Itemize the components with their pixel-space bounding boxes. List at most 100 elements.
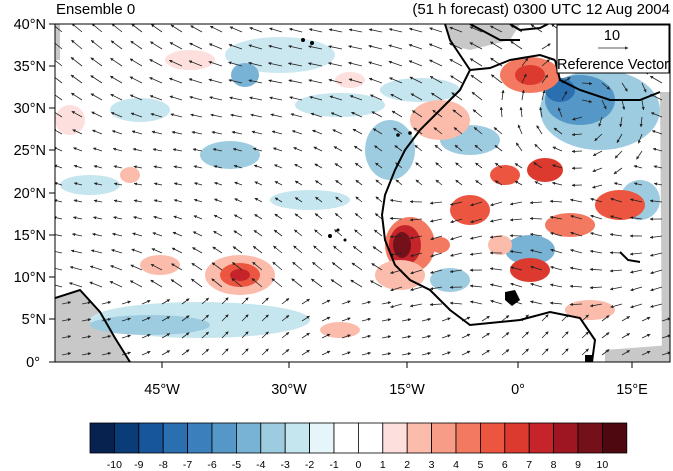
wind-vector: [113, 216, 123, 220]
wind-vector: [308, 45, 323, 50]
wind-vector: [129, 76, 143, 84]
wind-vector: [93, 199, 103, 203]
wind-vector: [72, 216, 83, 220]
wind-vector: [55, 128, 63, 135]
wind-vector: [212, 148, 223, 152]
wind-vector: [581, 81, 593, 86]
wind-vector: [341, 334, 351, 339]
coastlines: [55, 24, 661, 362]
wind-vector: [641, 82, 647, 93]
wind-vector: [113, 199, 123, 203]
wind-vector: [388, 60, 403, 67]
wind-vector: [410, 286, 423, 291]
wind-vector: [170, 279, 183, 288]
wind-vector: [449, 301, 463, 305]
wind-vector: [250, 113, 263, 118]
wind-vector: [171, 263, 183, 271]
wind-vector: [375, 179, 383, 186]
wind-vector: [374, 145, 383, 152]
wind-vector: [410, 93, 423, 101]
wind-vector: [290, 113, 303, 118]
wind-vector: [73, 182, 83, 186]
wind-vector: [248, 44, 263, 50]
wind-vector: [481, 315, 490, 322]
wind-vector: [470, 74, 483, 84]
wind-vector: [650, 269, 663, 275]
wind-vector: [141, 351, 151, 356]
lat-tick-label: 30°N: [14, 101, 46, 117]
wind-vector: [613, 182, 623, 186]
wind-vector: [129, 94, 143, 101]
wind-vector: [621, 350, 630, 356]
wind-vector: [129, 58, 143, 67]
wind-vector: [633, 182, 643, 186]
wind-vector: [375, 196, 383, 203]
wind-vector: [61, 335, 72, 339]
wind-vector: [321, 350, 331, 356]
wind-vector: [494, 162, 503, 169]
wind-vector: [661, 334, 670, 339]
wind-vector: [61, 301, 72, 305]
wind-vector: [489, 41, 503, 50]
wind-vector: [653, 182, 663, 186]
reference-vector-legend: 10 Reference Vector: [556, 24, 670, 74]
wind-vector: [341, 317, 351, 322]
wind-vector: [328, 28, 343, 33]
wind-vector: [589, 286, 603, 290]
wind-vector: [121, 351, 131, 356]
wind-vector: [152, 232, 163, 237]
wind-vector: [348, 28, 363, 33]
wind-vector: [509, 201, 523, 206]
wind-vector: [493, 127, 503, 135]
islands: [301, 38, 592, 362]
wind-vector: [328, 45, 343, 50]
wind-vector: [533, 162, 543, 169]
wind-vector: [55, 251, 63, 254]
wind-vector: [55, 233, 63, 237]
wind-vector: [170, 113, 183, 118]
wind-vector: [517, 124, 523, 135]
wind-vector: [541, 314, 549, 322]
wind-vector: [450, 218, 463, 224]
colorbar-swatch: [504, 422, 530, 454]
wind-vector: [213, 214, 223, 220]
wind-vector: [569, 284, 583, 288]
wind-vector: [429, 286, 443, 291]
colorbar-swatch: [89, 422, 115, 454]
wind-vector: [61, 352, 72, 356]
wind-vector: [475, 180, 483, 186]
wind-vector: [92, 216, 103, 220]
wind-vector: [629, 269, 643, 274]
wind-vector: [515, 142, 523, 152]
wind-vector: [254, 181, 263, 186]
wind-vector: [391, 110, 403, 118]
wind-vector: [71, 233, 83, 237]
lat-tick-marks: [49, 23, 55, 363]
wind-vector: [354, 229, 363, 237]
wind-vector: [368, 44, 383, 50]
wind-vector: [348, 61, 363, 67]
wind-vector: [494, 180, 503, 186]
wind-vector: [335, 179, 343, 186]
wind-vector: [529, 201, 543, 205]
wind-vector: [234, 198, 243, 203]
wind-vector: [637, 133, 643, 144]
colorbar: -10 -9 -8 -7 -6 -5 -4 -3 -2 -1 0 1 2 3 4 5 6 7 8 9 10: [89, 422, 628, 471]
wind-vector: [110, 40, 123, 50]
wind-vector: [281, 348, 290, 356]
wind-vector: [181, 315, 190, 322]
wind-vector: [431, 92, 443, 101]
wind-vector: [490, 201, 503, 207]
wind-vector: [70, 56, 83, 67]
wind-vector: [609, 269, 623, 273]
wind-vector: [249, 96, 263, 101]
wind-vector: [313, 146, 323, 152]
colorbar-swatch: [479, 422, 506, 454]
wind-vector: [454, 144, 463, 152]
reference-vector-magnitude: 10: [604, 28, 620, 44]
wind-vector: [71, 92, 83, 101]
wind-vector: [651, 130, 663, 135]
wind-vector: [334, 163, 343, 169]
wind-vector: [241, 297, 249, 305]
